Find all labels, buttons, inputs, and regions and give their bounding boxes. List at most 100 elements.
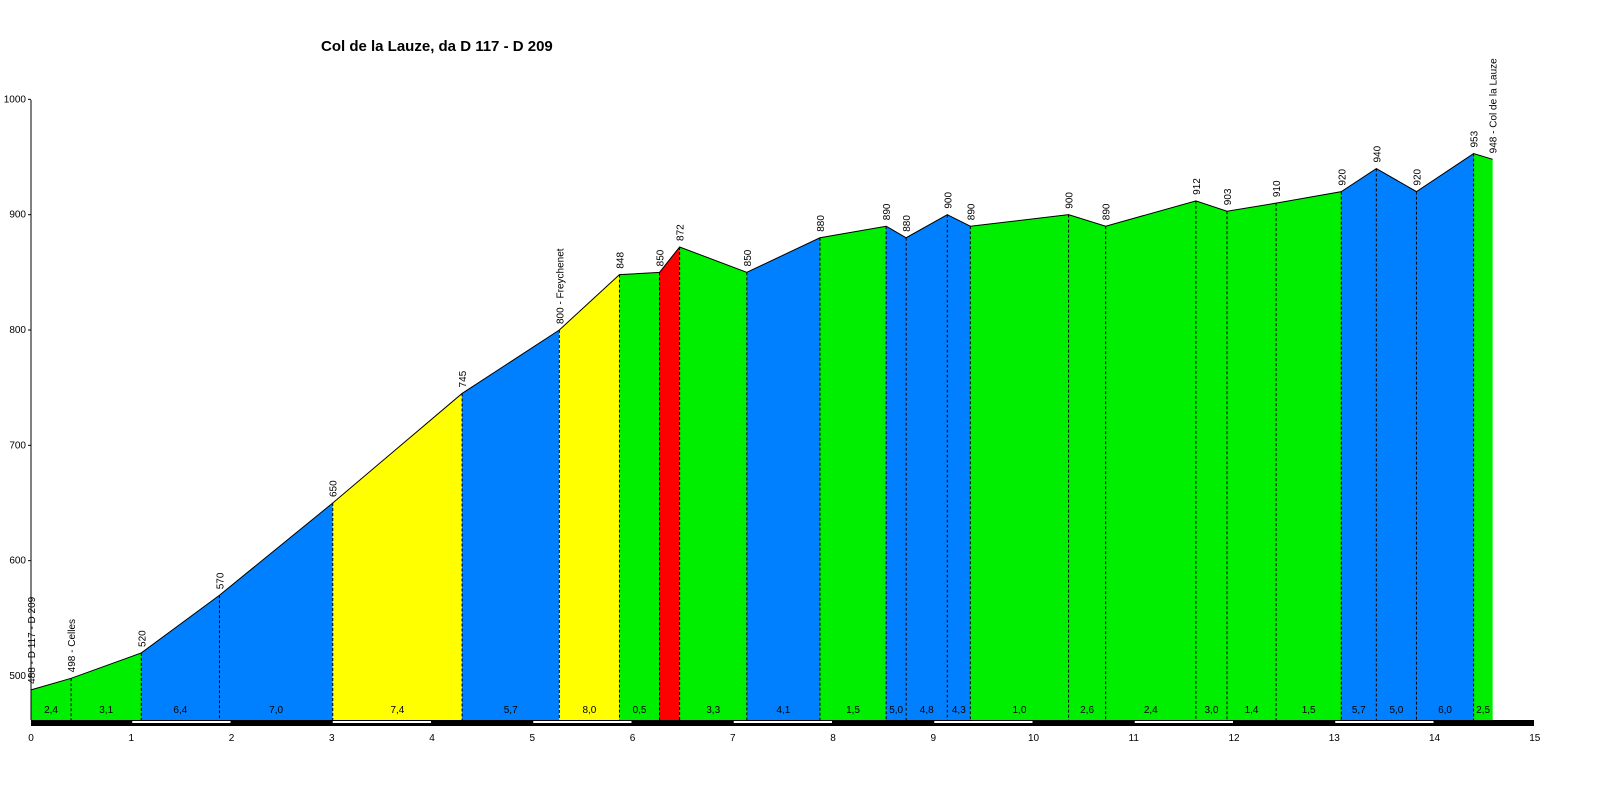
segment-gradient-label: 5,7 xyxy=(1352,705,1366,716)
segment-gradient-label: 1,0 xyxy=(1013,705,1027,716)
segment-gradient-label: 5,7 xyxy=(504,705,518,716)
point-elevation-label: 850 xyxy=(743,249,754,266)
profile-segment xyxy=(619,272,660,720)
profile-segment xyxy=(1226,203,1277,721)
segment-gradient-label: 7,0 xyxy=(269,705,283,716)
x-axis-km-block xyxy=(733,721,832,723)
x-axis-km-block xyxy=(1134,721,1233,723)
point-elevation-label: 903 xyxy=(1223,188,1234,205)
point-elevation-label: 890 xyxy=(1102,203,1113,220)
segment-gradient-label: 0,5 xyxy=(633,705,647,716)
x-tick-label: 1 xyxy=(128,733,134,744)
profile-segment xyxy=(1195,200,1227,720)
point-elevation-label: 920 xyxy=(1337,168,1348,185)
profile-segment xyxy=(462,330,560,720)
segment-gradient-label: 1,4 xyxy=(1245,705,1259,716)
profile-segment xyxy=(906,214,948,720)
segment-gradient-label: 6,0 xyxy=(1438,705,1452,716)
point-elevation-label: 498 - Celles xyxy=(67,619,78,672)
point-elevation-label: 872 xyxy=(676,224,687,241)
point-elevation-label: 940 xyxy=(1372,145,1383,162)
segment-gradient-label: 3,3 xyxy=(706,705,720,716)
segment-gradient-label: 4,8 xyxy=(920,705,934,716)
point-elevation-label: 920 xyxy=(1412,168,1423,185)
y-tick-label: 1000 xyxy=(4,94,27,105)
x-axis-km-block xyxy=(132,721,231,723)
point-elevation-label: 953 xyxy=(1470,130,1481,147)
x-tick-label: 2 xyxy=(229,733,235,744)
x-tick-label: 14 xyxy=(1429,733,1441,744)
segment-gradient-label: 5,0 xyxy=(889,705,903,716)
y-tick-label: 700 xyxy=(9,440,26,451)
segment-gradient-label: 2,4 xyxy=(44,705,58,716)
y-tick-label: 900 xyxy=(9,210,26,221)
profile-segment xyxy=(1105,200,1196,720)
y-tick-label: 600 xyxy=(9,556,26,567)
x-tick-label: 9 xyxy=(930,733,936,744)
segment-gradient-label: 4,3 xyxy=(952,705,966,716)
profile-segment xyxy=(819,226,887,720)
x-tick-label: 10 xyxy=(1028,733,1040,744)
point-elevation-label: 912 xyxy=(1192,178,1203,195)
segment-gradient-label: 3,0 xyxy=(1204,705,1218,716)
profile-segment xyxy=(886,226,907,720)
segment-gradient-label: 1,5 xyxy=(846,705,860,716)
segment-gradient-label: 2,6 xyxy=(1080,705,1094,716)
profile-segment xyxy=(31,678,72,720)
profile-segment xyxy=(1416,153,1474,720)
x-tick-label: 15 xyxy=(1529,733,1541,744)
profile-segment xyxy=(1068,214,1106,720)
x-tick-label: 0 xyxy=(28,733,34,744)
segment-gradient-label: 3,1 xyxy=(99,705,113,716)
x-tick-label: 8 xyxy=(830,733,836,744)
profile-segment xyxy=(71,652,142,720)
profile-segment xyxy=(659,246,680,720)
segment-gradient-label: 6,4 xyxy=(173,705,187,716)
x-axis-km-block xyxy=(934,721,1033,723)
point-elevation-label: 880 xyxy=(902,215,913,232)
profile-segment xyxy=(219,503,333,720)
point-elevation-label: 800 - Freychenet xyxy=(555,248,566,324)
x-tick-label: 4 xyxy=(429,733,435,744)
profile-segment xyxy=(141,595,220,720)
segment-gradient-label: 2,4 xyxy=(1144,705,1158,716)
x-tick-label: 3 xyxy=(329,733,335,744)
profile-segment xyxy=(947,214,971,720)
profile-segment xyxy=(1376,168,1417,721)
x-tick-label: 5 xyxy=(529,733,535,744)
profile-segment xyxy=(1276,191,1342,720)
segment-gradient-label: 2,5 xyxy=(1476,705,1490,716)
segment-gradient-label: 7,4 xyxy=(390,705,404,716)
point-elevation-label: 570 xyxy=(215,572,226,589)
profile-segment xyxy=(679,246,747,720)
point-elevation-label: 948 - Col de la Lauze xyxy=(1489,58,1500,154)
y-tick-label: 500 xyxy=(9,671,26,682)
point-elevation-label: 880 xyxy=(816,215,827,232)
x-tick-label: 6 xyxy=(630,733,636,744)
profile-segment xyxy=(1473,153,1493,720)
point-elevation-label: 488 - D 117 - D 209 xyxy=(27,596,38,684)
x-axis-km-block xyxy=(1335,721,1434,723)
point-elevation-label: 890 xyxy=(966,203,977,220)
profile-outline xyxy=(30,153,1493,691)
point-elevation-label: 850 xyxy=(656,249,667,266)
x-tick-label: 7 xyxy=(730,733,736,744)
point-elevation-label: 900 xyxy=(943,192,954,209)
point-elevation-label: 520 xyxy=(137,630,148,647)
point-elevation-label: 890 xyxy=(882,203,893,220)
profile-segment xyxy=(1341,168,1377,721)
x-tick-label: 13 xyxy=(1329,733,1341,744)
x-axis-km-block xyxy=(533,721,632,723)
segment-gradient-label: 5,0 xyxy=(1389,705,1403,716)
profile-segment xyxy=(746,237,820,720)
profile-segment xyxy=(970,214,1069,720)
point-elevation-label: 848 xyxy=(615,252,626,269)
x-axis-km-block xyxy=(332,721,431,723)
segment-gradient-label: 4,1 xyxy=(776,705,790,716)
point-elevation-label: 900 xyxy=(1065,192,1076,209)
segment-gradient-label: 1,5 xyxy=(1302,705,1316,716)
profile-segment xyxy=(559,274,620,720)
point-elevation-label: 650 xyxy=(329,480,340,497)
x-tick-label: 11 xyxy=(1129,733,1140,744)
